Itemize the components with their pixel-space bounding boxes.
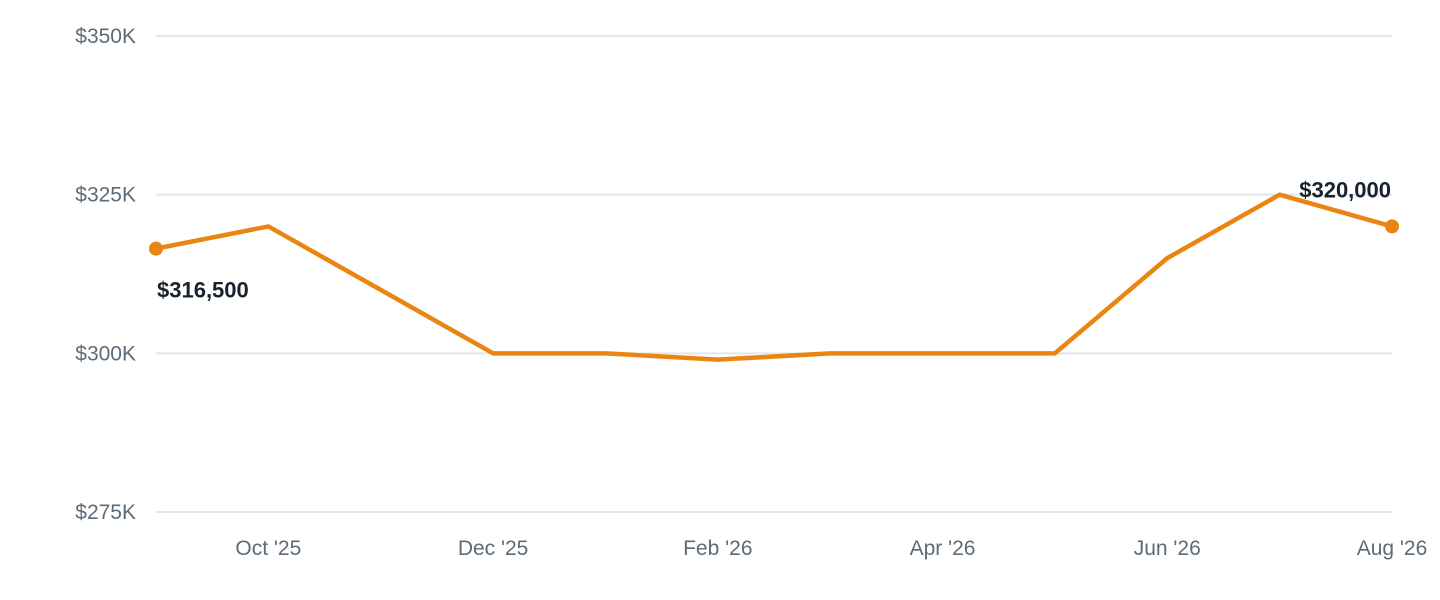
data-labels: $316,500 $320,000: [157, 177, 1391, 302]
data-point: [715, 357, 721, 363]
data-point: [1277, 192, 1283, 198]
data-point: [602, 350, 608, 356]
x-tick-label: Jun '26: [1134, 537, 1201, 560]
end-point-marker[interactable]: [1385, 219, 1399, 234]
data-point: [265, 223, 271, 229]
x-tick-label: Apr '26: [910, 537, 976, 560]
data-point: [1052, 350, 1058, 356]
data-point: [490, 350, 496, 356]
data-point: [1164, 255, 1170, 261]
gridlines: [156, 35, 1392, 513]
x-tick-label: Oct '25: [235, 537, 301, 560]
series-layer: [153, 192, 1395, 362]
y-tick-label: $275K: [75, 501, 136, 524]
y-tick-label: $325K: [75, 184, 136, 207]
start-value-label: $316,500: [157, 278, 249, 303]
y-tick-label: $300K: [75, 342, 136, 365]
y-tick-label: $350K: [75, 25, 136, 48]
points-layer: [149, 192, 1399, 363]
start-point-marker[interactable]: [149, 241, 163, 256]
data-point: [378, 287, 384, 293]
data-point: [940, 350, 946, 356]
y-axis: $275K $300K $325K $350K: [75, 25, 136, 524]
x-tick-label: Dec '25: [458, 537, 529, 560]
series-line-0: [153, 192, 1395, 362]
x-axis: Oct '25 Dec '25 Feb '26 Apr '26 Jun '26 Aug '…: [235, 537, 1427, 560]
end-value-label: $320,000: [1299, 177, 1391, 202]
x-tick-label: Feb '26: [683, 537, 752, 560]
x-tick-label: Aug '26: [1357, 537, 1428, 560]
data-point: [827, 350, 833, 356]
